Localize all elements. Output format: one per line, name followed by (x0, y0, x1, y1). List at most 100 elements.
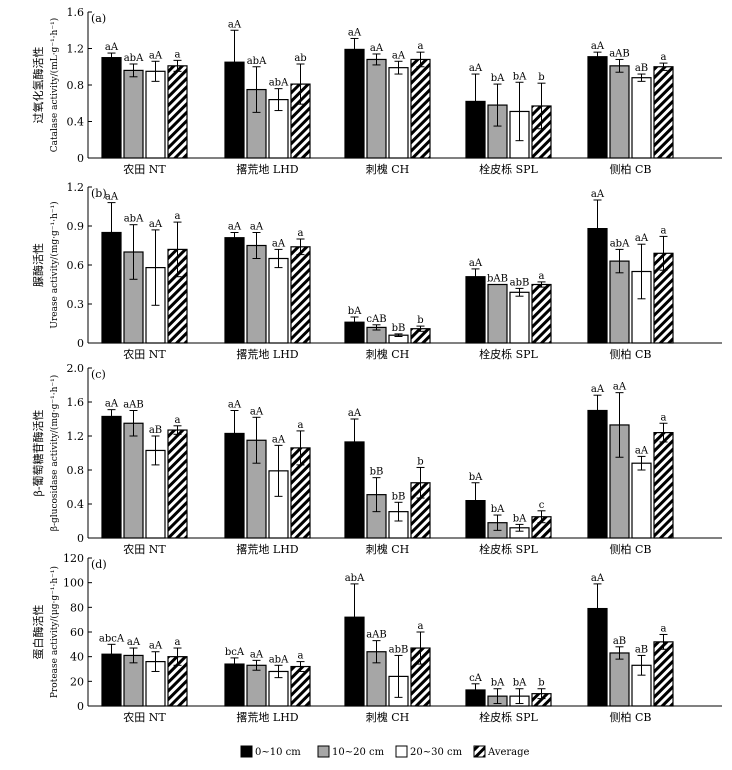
bar-s2 (609, 260, 630, 344)
legend-label: 0~10 cm (255, 747, 301, 758)
data-label: aA (469, 258, 483, 269)
data-label: bcA (225, 647, 245, 658)
data-label: a (298, 420, 304, 431)
x-tick-label: 农田 NT (123, 710, 166, 724)
data-label: aA (613, 382, 627, 393)
bar-avg (167, 429, 188, 539)
data-label: a (298, 651, 304, 662)
data-label: a (539, 271, 545, 282)
data-label: a (418, 41, 424, 52)
panel-label: (c) (91, 368, 106, 381)
data-label: aB (613, 636, 626, 647)
x-tick-label: 撂荒地 LHD (236, 162, 298, 176)
legend: 0~10 cm 10~20 cm 20~30 cm Average (240, 745, 530, 758)
data-label: abA (124, 53, 144, 64)
legend-label: 10~20 cm (332, 747, 385, 758)
data-label: aA (228, 19, 242, 30)
data-label: aA (469, 63, 483, 74)
y-axis-title-en: Urease activity/(mg·g⁻¹·h⁻¹) (49, 201, 60, 328)
y-tick-label: 0.4 (67, 116, 85, 129)
bar-s2 (123, 69, 144, 159)
data-label: aA (635, 233, 649, 244)
data-label: abA (124, 214, 144, 225)
bar-s3 (631, 462, 652, 539)
data-label: a (175, 49, 181, 60)
data-label: aB (635, 63, 648, 74)
x-tick-label: 农田 NT (123, 542, 166, 556)
y-tick-label: 120 (63, 552, 84, 565)
bar-s3 (388, 67, 409, 159)
bar-avg (167, 65, 188, 159)
data-label: aAB (609, 48, 630, 59)
bar-s3 (145, 70, 166, 159)
data-label: bB (392, 323, 406, 334)
y-tick-label: 20 (70, 675, 84, 688)
data-label: aA (591, 573, 605, 584)
data-label: aA (348, 408, 362, 419)
y-tick-label: 0.8 (67, 464, 85, 477)
data-label: bB (392, 491, 406, 502)
y-tick-label: 0 (77, 532, 84, 545)
panel-label: (b) (91, 187, 107, 200)
data-label: aB (635, 644, 648, 655)
bar-avg (290, 665, 311, 707)
y-axis-title-en: Protease activity/(μg·g⁻¹·h⁻¹) (49, 566, 60, 698)
data-label: aA (272, 434, 286, 445)
y-tick-label: 0.6 (67, 259, 85, 272)
bar-s1 (101, 57, 122, 159)
y-tick-label: 0 (77, 700, 84, 713)
y-tick-label: 0.4 (67, 498, 85, 511)
data-label: aA (635, 445, 649, 456)
x-tick-label: 侧柏 CB (610, 347, 652, 361)
x-tick-label: 撂荒地 LHD (236, 347, 298, 361)
legend-label: Average (487, 747, 530, 758)
bar-s3 (509, 291, 530, 344)
data-label: aA (105, 42, 119, 53)
data-label: b (538, 72, 544, 83)
data-label: aA (348, 27, 362, 38)
data-label: abB (389, 644, 409, 655)
data-label: bB (370, 467, 384, 478)
bar-s2 (246, 664, 267, 707)
y-axis-title-en: Catalase activity/(mL·g⁻¹·h⁻¹) (49, 18, 60, 152)
bar-s2 (246, 244, 267, 344)
data-label: aA (149, 50, 163, 61)
y-axis-title-cn: 过氧化氢酶活性 (31, 47, 45, 124)
panel-3: 0 0.4 0.8 1.2 1.6 2.0 (c) β-葡萄糖苷酶活性 β-glucosidas… (31, 362, 722, 556)
data-label: aA (228, 400, 242, 411)
y-axis-title-cn: β-葡萄糖苷酶活性 (31, 409, 45, 496)
data-label: aA (392, 50, 406, 61)
bar-s2 (123, 422, 144, 539)
y-tick-label: 60 (70, 626, 84, 639)
data-label: c (539, 500, 545, 511)
data-label: bA (513, 678, 527, 689)
data-label: a (661, 52, 667, 63)
y-axis-title-cn: 蛋白酶活性 (31, 605, 45, 660)
data-label: a (661, 623, 667, 634)
data-label: aA (591, 189, 605, 200)
data-label: a (661, 225, 667, 236)
data-label: a (418, 621, 424, 632)
bar-avg (653, 66, 674, 159)
bar-s1 (344, 48, 365, 159)
x-tick-label: 侧柏 CB (610, 162, 652, 176)
x-tick-label: 栓皮栎 SPL (479, 347, 538, 361)
x-tick-label: 刺槐 CH (366, 542, 410, 556)
y-axis-title-en: β-glucosidase activity/(mg·g⁻¹·h⁻¹) (49, 375, 60, 531)
data-label: aA (272, 238, 286, 249)
legend-swatch (317, 745, 330, 758)
data-label: aA (370, 43, 384, 54)
legend-swatch (240, 745, 253, 758)
bar-s2 (609, 65, 630, 159)
panel-4: 0 20 40 60 80 100 120 (d) 蛋白酶活性 Protease activity… (31, 552, 722, 724)
data-label: abA (269, 654, 289, 665)
y-tick-label: 2.0 (67, 362, 85, 375)
panel-label: (d) (91, 558, 107, 571)
data-label: bAB (487, 274, 508, 285)
y-tick-label: 1.6 (67, 396, 85, 409)
data-label: b (417, 456, 423, 467)
data-label: a (298, 228, 304, 239)
bar-s1 (101, 415, 122, 539)
data-label: bA (491, 504, 505, 515)
